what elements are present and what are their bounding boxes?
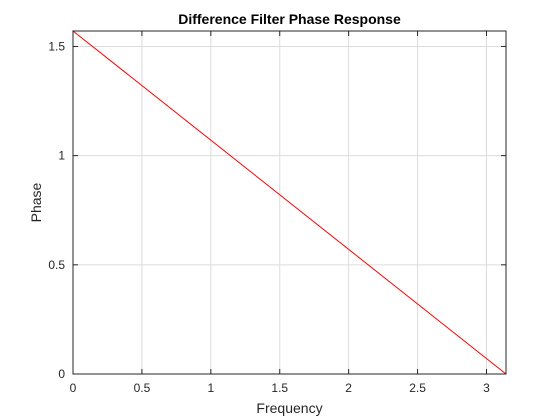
x-tick-label: 0.5 bbox=[134, 381, 151, 395]
x-axis-label: Frequency bbox=[256, 400, 322, 416]
x-tick-label: 2.5 bbox=[409, 381, 426, 395]
y-tick-label: 0.5 bbox=[48, 258, 65, 272]
x-tick-label: 0 bbox=[70, 381, 77, 395]
x-tick-label: 3 bbox=[483, 381, 490, 395]
axes-box bbox=[72, 30, 507, 375]
y-axis-label: Phase bbox=[28, 182, 44, 222]
chart-title: Difference Filter Phase Response bbox=[178, 11, 401, 27]
x-tick-label: 1.5 bbox=[271, 381, 288, 395]
x-tick-label: 1 bbox=[207, 381, 214, 395]
y-tick-label: 1.5 bbox=[48, 39, 65, 53]
ticks: 0 0.5 1 1.5 2 2.5 3 0 0.5 1 1.5 bbox=[48, 31, 506, 395]
y-tick-label: 1 bbox=[58, 149, 65, 163]
y-tick-label: 0 bbox=[58, 367, 65, 381]
x-tick-label: 2 bbox=[345, 381, 352, 395]
